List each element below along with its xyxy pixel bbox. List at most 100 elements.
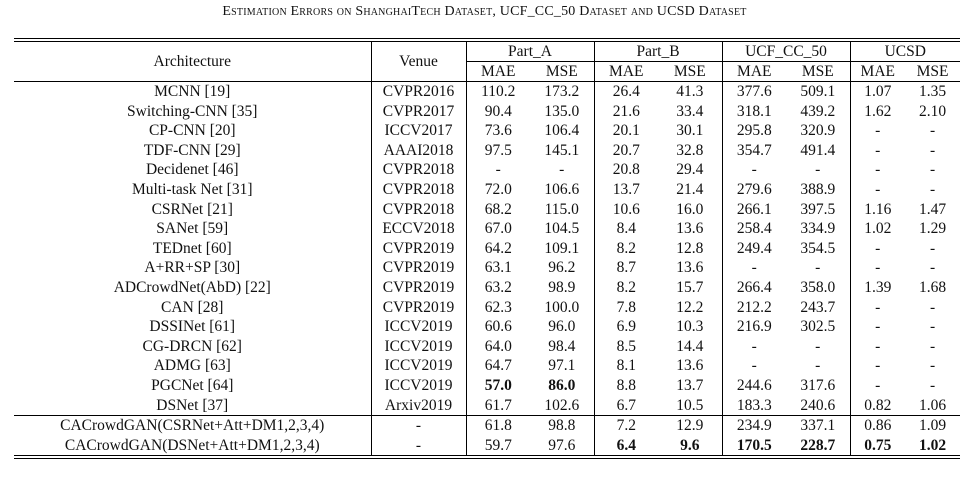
cell-architecture: TEDnet [60]	[14, 238, 372, 259]
cell-value: 0.86	[850, 415, 906, 436]
cell-value: 439.2	[786, 101, 851, 122]
cell-venue: CVPR2019	[371, 238, 467, 259]
header-venue: Venue	[371, 42, 467, 82]
table-row: CACrowdGAN(CSRNet+Att+DM1,2,3,4) -61.8 98.…	[14, 415, 961, 436]
cell-value: 228.7	[786, 435, 851, 457]
cell-value: 13.6	[658, 356, 723, 376]
cell-value: 8.5	[616, 337, 636, 355]
cell-value: 1.07	[864, 83, 892, 100]
cell-value: 1.06	[918, 396, 947, 414]
cell-value: -	[929, 180, 936, 198]
cell-value: 97.5	[484, 141, 512, 159]
cell-value: -	[929, 357, 936, 375]
cell-value: 7.2	[594, 415, 659, 436]
cell-value: 21.6	[612, 102, 640, 120]
cell-value: 13.7	[658, 375, 723, 396]
cell-architecture: ADMG [63]	[14, 356, 372, 376]
cell-value: 388.9	[786, 179, 851, 200]
cell-value: -	[929, 259, 936, 277]
cell-value: 244.6	[736, 376, 772, 394]
cell-value: 9.6	[658, 435, 723, 457]
cell-value: 21.4	[658, 179, 723, 200]
cell-value: 64.0	[484, 337, 512, 355]
cell-value: 86.0	[530, 375, 595, 396]
bottom-double-rule	[14, 456, 960, 460]
cell-value: 1.02	[905, 435, 961, 457]
cell-venue: CVPR2017	[371, 101, 467, 122]
cell-value: 20.7	[612, 141, 640, 159]
cell-value: 59.7	[466, 435, 530, 457]
cell-value: -	[929, 122, 936, 140]
table-row: TDF-CNN [29] AAAI2018 97.5 145.1 20.7 32.8 354…	[14, 140, 960, 161]
cell-venue: CVPR2019	[371, 258, 467, 278]
cell-value: -	[929, 161, 936, 179]
cell-value: 8.8	[616, 376, 636, 394]
header-metric: MAE	[722, 61, 787, 82]
cell-value: 97.6	[530, 435, 595, 457]
cell-value: -	[929, 298, 936, 316]
cell-value: 173.2	[530, 81, 595, 102]
table-row: Switching-CNN [35] CVPR2017 90.4 135.0 21.6 3…	[14, 101, 960, 122]
cell-value: 8.7	[616, 259, 636, 277]
cell-value: 354.7	[736, 141, 772, 159]
cell-value: 397.5	[786, 199, 851, 220]
cell-value: -	[786, 336, 851, 357]
cell-value: 64.7	[484, 357, 512, 375]
cell-value: -	[875, 141, 881, 159]
cell-architecture: ADCrowdNet(AbD) [22]	[14, 277, 372, 298]
cell-architecture: DSNet [37]	[14, 395, 372, 416]
cell-value: 41.3	[658, 81, 723, 102]
cell-value: 1.39	[864, 278, 892, 296]
cell-value: 8.2	[616, 239, 636, 257]
cell-value: 72.0	[484, 180, 512, 198]
header-metric: MAE	[594, 61, 659, 82]
cell-value: 7.8	[616, 298, 636, 316]
header-group-ucf: UCF_CC_50	[722, 42, 851, 62]
cell-value: 354.5	[786, 238, 851, 259]
cell-value: 26.4	[612, 83, 640, 100]
cell-value: 10.6	[612, 200, 640, 218]
cell-value: 102.6	[530, 395, 595, 416]
cell-value: -	[786, 356, 851, 376]
cell-architecture: CAN [28]	[14, 297, 372, 318]
cell-value: -	[786, 160, 851, 180]
cell-value: 317.6	[786, 375, 851, 396]
cell-value: -	[875, 337, 881, 355]
cell-value: 334.9	[786, 219, 851, 239]
cell-value: 13.7	[612, 180, 640, 198]
cell-value: 266.4	[736, 278, 772, 296]
cell-value: -	[875, 239, 881, 257]
header-group-part-a: Part_A	[466, 42, 595, 62]
cell-value: 12.9	[658, 415, 723, 436]
table-row: Multi-task Net [31] CVPR2018 72.0 106.6 13.7…	[14, 179, 960, 200]
cell-venue: ICCV2019	[371, 356, 467, 376]
cell-value: 234.9	[722, 415, 787, 436]
header-row-metrics: MAE MSE MAE MSE MAE MSE MAE MSE	[14, 61, 961, 82]
cell-value: 183.3	[736, 396, 772, 414]
table-row: CP-CNN [20] ICCV2017 73.6 106.4 20.1 30.1 295.…	[14, 121, 960, 141]
table-row: TEDnet [60] CVPR2019 64.2 109.1 8.2 12.8 249.4…	[14, 238, 960, 259]
cell-venue: Arxiv2019	[371, 395, 467, 416]
cell-architecture: SANet [59]	[14, 219, 372, 239]
table-row: ADCrowdNet(AbD) [22] CVPR2019 63.2 98.9 8.2 1…	[14, 277, 960, 298]
cell-value: -	[875, 259, 881, 277]
cell-venue: ICCV2019	[371, 317, 467, 337]
cell-architecture: A+RR+SP [30]	[14, 258, 372, 278]
cell-value: 266.1	[736, 200, 772, 218]
cell-value: 32.8	[658, 140, 723, 161]
cell-venue: ECCV2018	[371, 219, 467, 239]
cell-value: 6.7	[616, 396, 636, 414]
cell-venue: CVPR2019	[371, 277, 467, 298]
cell-venue: CVPR2016	[371, 81, 467, 102]
cell-architecture: MCNN [19]	[14, 81, 372, 102]
cell-value: 98.4	[530, 336, 595, 357]
cell-value: 320.9	[786, 121, 851, 141]
cell-venue: CVPR2018	[371, 199, 467, 220]
cell-value: 279.6	[736, 180, 772, 198]
cell-value: 337.1	[786, 415, 851, 436]
cell-value: -	[875, 180, 881, 198]
cell-value: -	[929, 239, 936, 257]
cell-value: 61.7	[484, 396, 512, 414]
cell-venue: ICCV2019	[371, 375, 467, 396]
cell-value: 20.8	[612, 161, 640, 179]
